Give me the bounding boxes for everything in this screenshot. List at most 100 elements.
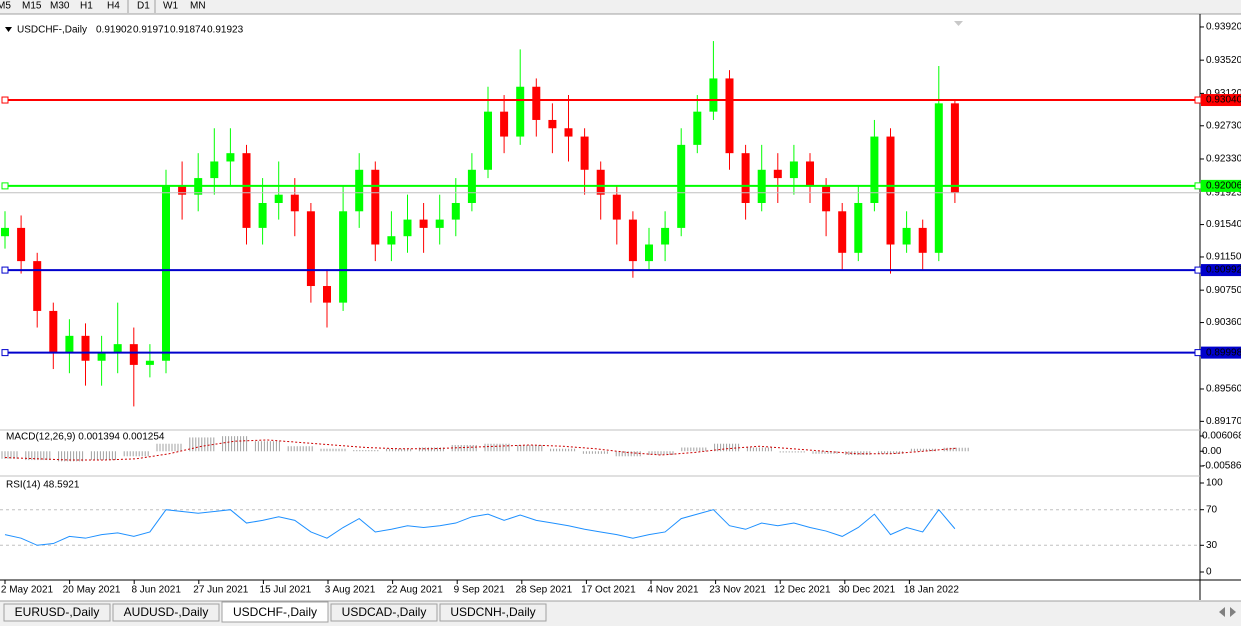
macd-signal-line	[4, 439, 957, 461]
candle-body	[548, 119, 557, 129]
candle-body	[113, 344, 122, 353]
candle-body	[49, 310, 58, 353]
candle-body	[902, 227, 911, 245]
level-handle[interactable]	[1, 96, 9, 104]
tab-scroll-left[interactable]	[1219, 607, 1225, 617]
shift-marker	[954, 21, 963, 26]
tab[interactable]	[112, 603, 220, 622]
candle-body	[645, 244, 653, 262]
x-tick-label: 18 Jan 2022	[904, 585, 959, 596]
level-handle[interactable]	[1, 266, 9, 274]
x-tick-label: 2 May 2021	[1, 585, 54, 596]
level-handle[interactable]	[1194, 349, 1202, 357]
tab-label[interactable]: USDCAD-,Daily	[342, 605, 427, 619]
y-tick-label: 30	[1206, 540, 1218, 551]
tab[interactable]	[221, 601, 329, 623]
candle-body	[81, 335, 90, 361]
timeframe-button[interactable]: M30	[50, 1, 70, 12]
level-handle[interactable]	[1194, 182, 1202, 190]
y-tick-label: 100	[1206, 478, 1223, 489]
x-tick-label: 30 Dec 2021	[838, 585, 895, 596]
x-tick-label: 28 Sep 2021	[515, 585, 572, 596]
x-tick-label: 3 Aug 2021	[325, 585, 376, 596]
candle-body	[371, 169, 380, 245]
ohlc-value: 0.91923	[207, 25, 244, 36]
level-price-box	[1201, 264, 1241, 277]
ohlc-value: 0.91874	[170, 25, 207, 36]
candle-body	[403, 219, 412, 237]
tab-label[interactable]: USDCHF-,Daily	[233, 605, 317, 619]
candle-body	[693, 111, 702, 145]
level-price-label: 0.92006	[1206, 181, 1241, 192]
candle-body	[838, 211, 847, 253]
tab-label[interactable]: USDCNH-,Daily	[450, 605, 535, 619]
candle-body	[355, 169, 364, 212]
candle-body	[532, 86, 541, 120]
y-tick-label: 0.93120	[1206, 88, 1241, 99]
x-tick-label: 22 Aug 2021	[387, 585, 444, 596]
timeframe-button[interactable]: M15	[22, 1, 42, 12]
y-tick-label: 0.00	[1202, 446, 1222, 457]
candle-body	[806, 161, 814, 187]
candle-body	[500, 111, 509, 137]
tab-scroll-right[interactable]	[1230, 607, 1236, 617]
timeframe-button[interactable]: M5	[0, 1, 11, 12]
candle-body	[306, 211, 315, 287]
candle-body	[934, 103, 943, 253]
timeframe-button[interactable]: D1	[137, 1, 150, 12]
candle-body	[725, 78, 734, 154]
candle-body	[854, 202, 863, 253]
timeframe-button[interactable]: W1	[163, 1, 178, 12]
x-tick-label: 12 Dec 2021	[774, 585, 831, 596]
x-tick-label: 17 Oct 2021	[581, 585, 636, 596]
toolbar	[0, 0, 1241, 14]
tab[interactable]	[330, 603, 438, 622]
macd-title: MACD(12,26,9) 0.001394 0.001254	[6, 432, 165, 443]
candle-body	[612, 194, 621, 220]
current-price-label: 0.91923	[1206, 187, 1241, 198]
x-tick-label: 20 May 2021	[63, 585, 121, 596]
level-price-box	[1201, 94, 1241, 107]
candle-body	[451, 202, 460, 220]
y-tick-label: 70	[1206, 504, 1218, 515]
candle-body	[419, 219, 428, 228]
candle-body	[661, 227, 670, 245]
candle-body	[226, 153, 235, 162]
y-tick-label: 0.91150	[1206, 252, 1241, 263]
tab-label[interactable]: AUDUSD-,Daily	[124, 605, 209, 619]
tab[interactable]	[3, 603, 111, 622]
y-tick-label: 0.93920	[1206, 22, 1241, 33]
timeframe-button[interactable]: MN	[190, 1, 206, 12]
level-handle[interactable]	[1, 182, 9, 190]
candle-body	[162, 186, 170, 361]
collapse-arrow[interactable]	[5, 27, 12, 32]
candle-body	[484, 111, 492, 170]
level-handle[interactable]	[1, 349, 9, 357]
tab[interactable]	[439, 603, 547, 622]
x-tick-label: 4 Nov 2021	[647, 585, 699, 596]
candle-body	[435, 219, 444, 228]
y-tick-label: 0.90360	[1206, 317, 1241, 328]
y-tick-label: 0.90750	[1206, 285, 1241, 296]
level-price-label: 0.93040	[1206, 95, 1241, 106]
candle-body	[1, 227, 9, 237]
level-price-label: 0.90992	[1206, 265, 1241, 276]
level-handle[interactable]	[1194, 96, 1202, 104]
level-handle[interactable]	[1194, 266, 1202, 274]
candle-body	[580, 136, 589, 170]
candle-body	[145, 360, 154, 365]
tab-label[interactable]: EURUSD-,Daily	[15, 605, 100, 619]
candle-body	[628, 219, 637, 262]
y-tick-label: 0.91540	[1206, 219, 1241, 230]
y-tick-label: 0.92330	[1206, 154, 1241, 165]
candle-body	[387, 236, 396, 245]
candle-body	[339, 211, 348, 303]
candle-body	[741, 153, 750, 203]
candle-body	[274, 194, 283, 203]
x-tick-label: 8 Jun 2021	[131, 585, 181, 596]
timeframe-button[interactable]: H1	[80, 1, 93, 12]
timeframe-button[interactable]: H4	[107, 1, 120, 12]
x-tick-label: 23 Nov 2021	[709, 585, 766, 596]
ohlc-value: 0.91902	[96, 25, 133, 36]
